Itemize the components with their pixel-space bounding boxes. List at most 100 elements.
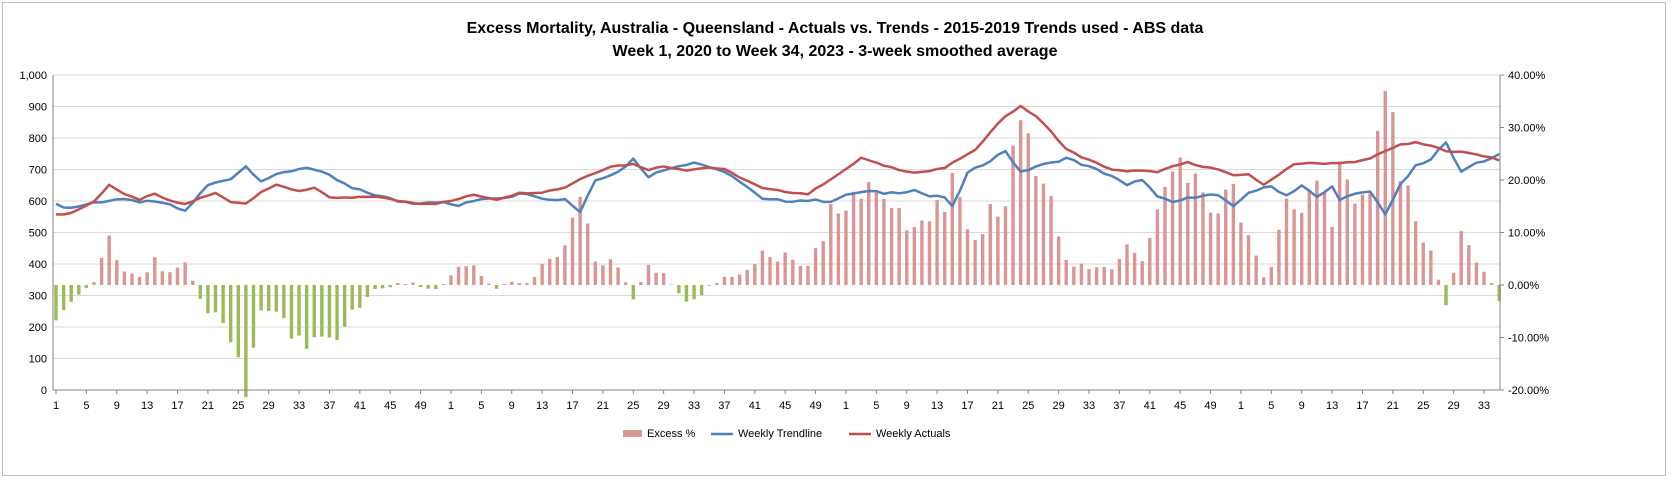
excess-bar bbox=[137, 276, 142, 285]
x-tick-label: 37 bbox=[1113, 400, 1125, 412]
excess-bar bbox=[1383, 90, 1387, 285]
x-tick-label: 49 bbox=[414, 400, 426, 412]
excess-bar bbox=[1193, 173, 1198, 285]
excess-bar bbox=[502, 283, 506, 285]
excess-bar bbox=[479, 275, 484, 285]
excess-bar bbox=[1459, 231, 1463, 285]
excess-bar bbox=[1262, 277, 1266, 285]
excess-bar bbox=[935, 199, 939, 285]
x-tick-label: 21 bbox=[992, 400, 1004, 412]
y-left-tick-label: 800 bbox=[29, 133, 47, 145]
excess-bar bbox=[69, 285, 73, 302]
excess-bar bbox=[844, 210, 848, 285]
y-left-tick-label: 100 bbox=[29, 354, 47, 366]
weekly-trendline bbox=[55, 141, 1500, 216]
excess-bar bbox=[616, 267, 620, 285]
excess-bar bbox=[722, 276, 727, 285]
x-tick-label: 13 bbox=[931, 400, 943, 412]
chart-frame: Excess Mortality, Australia - Queensland… bbox=[2, 2, 1666, 476]
excess-bar bbox=[350, 285, 354, 310]
excess-bar bbox=[289, 285, 294, 339]
excess-bar bbox=[563, 245, 567, 285]
chart-subtitle: Week 1, 2020 to Week 34, 2023 - 3-week s… bbox=[613, 43, 1058, 60]
excess-bar bbox=[198, 285, 203, 299]
excess-bar bbox=[327, 285, 332, 338]
excess-bar bbox=[54, 285, 58, 321]
excess-bar bbox=[153, 257, 157, 285]
excess-bar bbox=[312, 285, 316, 338]
excess-bar bbox=[122, 271, 127, 285]
excess-mortality-chart: Excess Mortality, Australia - Queensland… bbox=[19, 20, 1549, 440]
y-right-tick-label: 10.00% bbox=[1508, 228, 1546, 240]
excess-bar bbox=[213, 285, 218, 313]
excess-bar bbox=[646, 264, 651, 285]
x-tick-label: 45 bbox=[1174, 400, 1186, 412]
excess-bar bbox=[859, 198, 863, 285]
excess-bar bbox=[1307, 189, 1312, 285]
excess-bar bbox=[380, 285, 385, 289]
excess-bar bbox=[988, 204, 992, 285]
excess-bar bbox=[912, 227, 917, 285]
excess-bar bbox=[517, 283, 522, 285]
excess-bar bbox=[684, 285, 689, 302]
excess-bar bbox=[92, 282, 96, 285]
excess-bar bbox=[84, 285, 89, 288]
x-tick-label: 45 bbox=[779, 400, 791, 412]
excess-bar bbox=[882, 198, 886, 285]
x-tick-label: 9 bbox=[904, 400, 910, 412]
excess-bar bbox=[608, 259, 613, 285]
excess-bar bbox=[1421, 242, 1425, 285]
excess-bar bbox=[548, 258, 552, 285]
x-tick-label: 1 bbox=[448, 400, 454, 412]
excess-bar bbox=[183, 262, 187, 285]
excess-bar bbox=[464, 266, 468, 285]
x-tick-label: 37 bbox=[323, 400, 335, 412]
x-tick-label: 17 bbox=[1356, 400, 1368, 412]
y-right-tick-label: 30.00% bbox=[1508, 123, 1546, 135]
excess-bar bbox=[358, 285, 362, 308]
excess-bar bbox=[297, 285, 301, 336]
x-tick-label: 1 bbox=[843, 400, 849, 412]
excess-bar bbox=[266, 285, 271, 312]
excess-bar bbox=[1125, 244, 1129, 285]
excess-bar bbox=[259, 285, 263, 311]
excess-bar bbox=[1117, 258, 1122, 285]
excess-bar bbox=[1018, 120, 1023, 285]
series-lines bbox=[55, 104, 1500, 216]
excess-bar bbox=[1300, 212, 1304, 285]
chart-title: Excess Mortality, Australia - Queensland… bbox=[467, 20, 1204, 37]
excess-bar bbox=[1208, 212, 1213, 285]
x-tick-label: 9 bbox=[509, 400, 515, 412]
excess-bar bbox=[168, 272, 172, 285]
legend-label-excess: Excess % bbox=[647, 428, 696, 440]
excess-bar bbox=[1277, 229, 1281, 285]
excess-bar bbox=[1413, 221, 1418, 285]
y-left-tick-label: 400 bbox=[29, 259, 47, 271]
x-tick-label: 25 bbox=[627, 400, 639, 412]
excess-bar bbox=[1155, 209, 1160, 285]
excess-bar bbox=[851, 191, 856, 285]
y-right-tick-label: -20.00% bbox=[1508, 385, 1549, 397]
excess-bar bbox=[1337, 161, 1342, 285]
excess-bar bbox=[236, 285, 241, 358]
excess-bar bbox=[61, 285, 66, 310]
excess-bar bbox=[1368, 193, 1372, 285]
excess-bar bbox=[373, 285, 377, 289]
excess-bar bbox=[1049, 195, 1053, 285]
x-tick-label: 5 bbox=[1268, 400, 1274, 412]
excess-bar bbox=[631, 285, 635, 300]
excess-bar bbox=[1284, 198, 1289, 285]
excess-bar bbox=[760, 250, 765, 285]
excess-bar bbox=[623, 282, 628, 285]
excess-bar bbox=[730, 276, 734, 285]
excess-bar bbox=[1087, 269, 1091, 285]
weekly-actuals-line bbox=[55, 104, 1500, 216]
excess-bar bbox=[905, 230, 909, 285]
excess-bar bbox=[1246, 235, 1251, 285]
excess-bar bbox=[107, 235, 111, 285]
excess-bar bbox=[1201, 192, 1205, 285]
legend-label-actuals: Weekly Actuals bbox=[876, 428, 951, 440]
y-right-tick-label: -10.00% bbox=[1508, 333, 1549, 345]
excess-bar bbox=[540, 263, 544, 285]
x-tick-label: 13 bbox=[536, 400, 548, 412]
